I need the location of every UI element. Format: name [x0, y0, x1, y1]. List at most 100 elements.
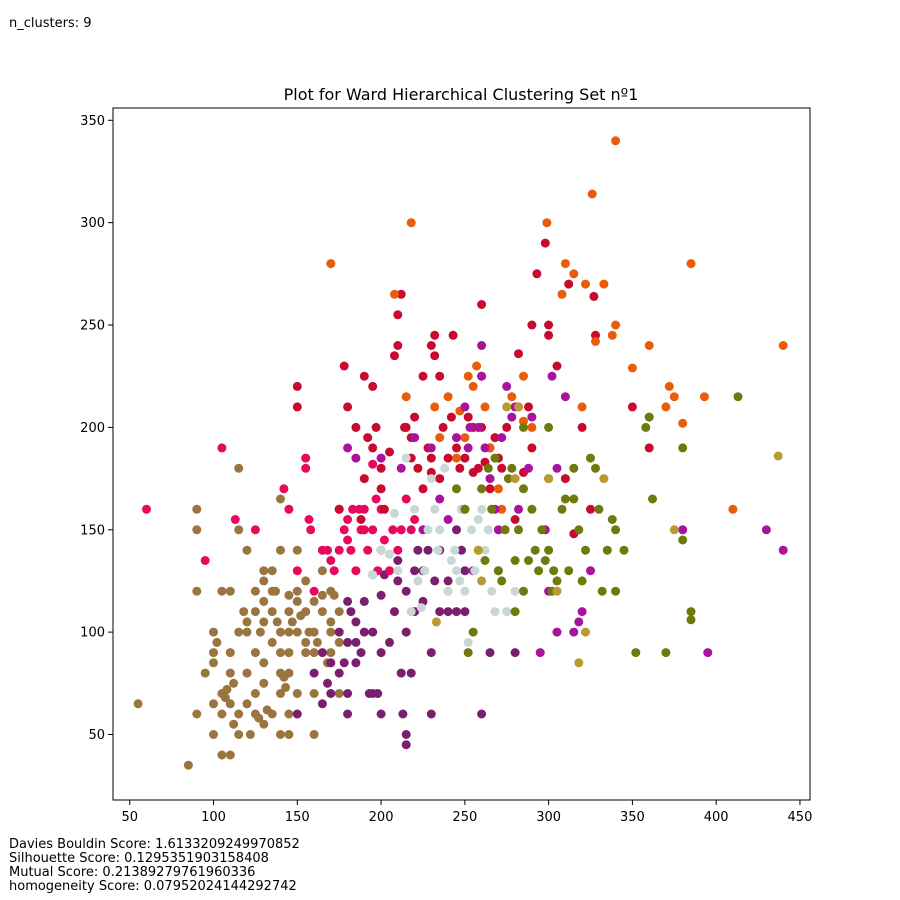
- scatter-point-cluster-8: [519, 484, 528, 494]
- scatter-point-cluster-1: [209, 730, 218, 739]
- scatter-point-cluster-1: [133, 699, 143, 709]
- scatter-point-cluster-6: [577, 607, 587, 617]
- scatter-point-cluster-8: [537, 525, 547, 535]
- scatter-point-cluster-1: [317, 607, 327, 617]
- scatter-point-cluster-8: [530, 545, 540, 555]
- scatter-point-cluster-1: [225, 668, 235, 678]
- scatter-point-cluster-7: [467, 525, 477, 535]
- scatter-point-cluster-1: [192, 504, 202, 514]
- scatter-point-cluster-3: [326, 556, 336, 565]
- scatter-point-cluster-9: [510, 474, 520, 484]
- scatter-point-cluster-1: [183, 760, 193, 770]
- scatter-point-cluster-4: [385, 447, 394, 457]
- scatter-point-cluster-4: [292, 381, 302, 391]
- scatter-point-cluster-4: [363, 433, 373, 443]
- scatter-point-cluster-4: [368, 381, 378, 391]
- scatter-point-cluster-1: [309, 689, 319, 698]
- scatter-point-cluster-4: [435, 474, 445, 484]
- x-tick-label: 350: [620, 810, 645, 825]
- scatter-point-cluster-1: [334, 607, 344, 617]
- scatter-point-cluster-3: [309, 586, 319, 596]
- scatter-point-cluster-1: [259, 678, 269, 688]
- scatter-point-cluster-4: [527, 443, 537, 453]
- scatter-point-cluster-2: [326, 689, 336, 698]
- scatter-point-cluster-5: [569, 269, 579, 279]
- scatter-point-cluster-5: [778, 341, 788, 350]
- scatter-point-cluster-2: [457, 545, 466, 555]
- scatter-point-cluster-1: [284, 668, 294, 678]
- scatter-point-cluster-4: [339, 361, 349, 371]
- scatter-point-cluster-2: [443, 576, 453, 586]
- scatter-point-cluster-5: [587, 189, 597, 199]
- scatter-point-cluster-2: [410, 566, 420, 576]
- scatter-point-cluster-4: [586, 504, 595, 514]
- scatter-point-cluster-5: [401, 392, 411, 402]
- scatter-point-cluster-7: [430, 504, 440, 514]
- scatter-point-cluster-3: [292, 566, 302, 576]
- scatter-point-cluster-2: [373, 689, 383, 698]
- scatter-point-cluster-9: [514, 402, 523, 412]
- scatter-point-cluster-6: [574, 617, 584, 627]
- y-tick-label: 300: [80, 216, 105, 231]
- scatter-point-cluster-6: [343, 443, 353, 453]
- scatter-point-cluster-6: [465, 422, 475, 432]
- scatter-point-cluster-4: [418, 371, 428, 381]
- scatter-point-cluster-1: [309, 730, 319, 739]
- scatter-point-cluster-1: [309, 648, 319, 658]
- scatter-point-cluster-3: [142, 504, 151, 514]
- scatter-point-cluster-5: [542, 218, 552, 228]
- scatter-point-cluster-7: [406, 607, 416, 617]
- scatter-point-cluster-2: [346, 607, 356, 617]
- scatter-point-cluster-2: [368, 627, 378, 637]
- scatter-point-cluster-5: [611, 136, 621, 146]
- homogeneity-score: homogeneity Score: 0.07952024144292742: [9, 879, 297, 894]
- axes-frame: [112, 107, 811, 801]
- scatter-point-cluster-3: [200, 556, 210, 565]
- scatter-point-cluster-4: [343, 402, 353, 412]
- scatter-point-cluster-3: [217, 443, 227, 453]
- scatter-point-cluster-6: [547, 371, 557, 381]
- scatter-point-cluster-4: [544, 320, 554, 330]
- scatter-point-cluster-4: [552, 361, 562, 371]
- scatter-point-cluster-3: [343, 535, 353, 545]
- scatter-point-cluster-8: [557, 504, 567, 514]
- scatter-point-cluster-8: [678, 535, 688, 545]
- scatter-point-cluster-4: [477, 300, 487, 309]
- scatter-point-cluster-2: [443, 607, 453, 617]
- scatter-point-cluster-2: [326, 658, 336, 668]
- scatter-point-cluster-2: [393, 556, 403, 565]
- scatter-point-cluster-1: [281, 682, 291, 692]
- scatter-point-cluster-3: [301, 463, 311, 473]
- scatter-point-cluster-7: [416, 603, 426, 613]
- scatter-point-cluster-3: [359, 525, 369, 535]
- scatter-point-cluster-4: [452, 443, 461, 453]
- scatter-point-cluster-8: [581, 545, 590, 555]
- scatter-point-cluster-1: [267, 709, 277, 719]
- x-tick-label: 300: [536, 810, 561, 825]
- scatter-point-cluster-6: [443, 515, 453, 524]
- scatter-point-cluster-8: [527, 504, 537, 514]
- scatter-point-cluster-1: [292, 689, 302, 698]
- scatter-point-cluster-8: [586, 453, 595, 463]
- scatter-point-cluster-1: [250, 586, 260, 596]
- scatter-point-cluster-4: [544, 330, 554, 340]
- scatter-point-cluster-4: [359, 474, 369, 484]
- x-tick-label: 50: [121, 810, 138, 825]
- scatter-point-cluster-6: [463, 443, 473, 453]
- scatter-point-cluster-4: [410, 412, 420, 422]
- scatter-point-cluster-1: [317, 590, 327, 600]
- scatter-point-cluster-5: [678, 418, 688, 428]
- scatter-point-cluster-5: [472, 361, 482, 371]
- scatter-point-cluster-8: [524, 556, 533, 565]
- scatter-point-cluster-5: [435, 433, 445, 443]
- scatter-point-cluster-5: [468, 381, 478, 391]
- scatter-point-cluster-4: [426, 453, 436, 463]
- scatter-point-cluster-4: [396, 289, 406, 299]
- scatter-point-cluster-4: [430, 330, 440, 340]
- scatter-point-cluster-5: [669, 392, 679, 402]
- scatter-point-cluster-9: [552, 586, 562, 596]
- scatter-point-cluster-1: [287, 617, 297, 627]
- scatter-point-cluster-6: [586, 566, 595, 576]
- scatter-point-cluster-2: [351, 617, 361, 627]
- scatter-point-cluster-8: [552, 576, 562, 586]
